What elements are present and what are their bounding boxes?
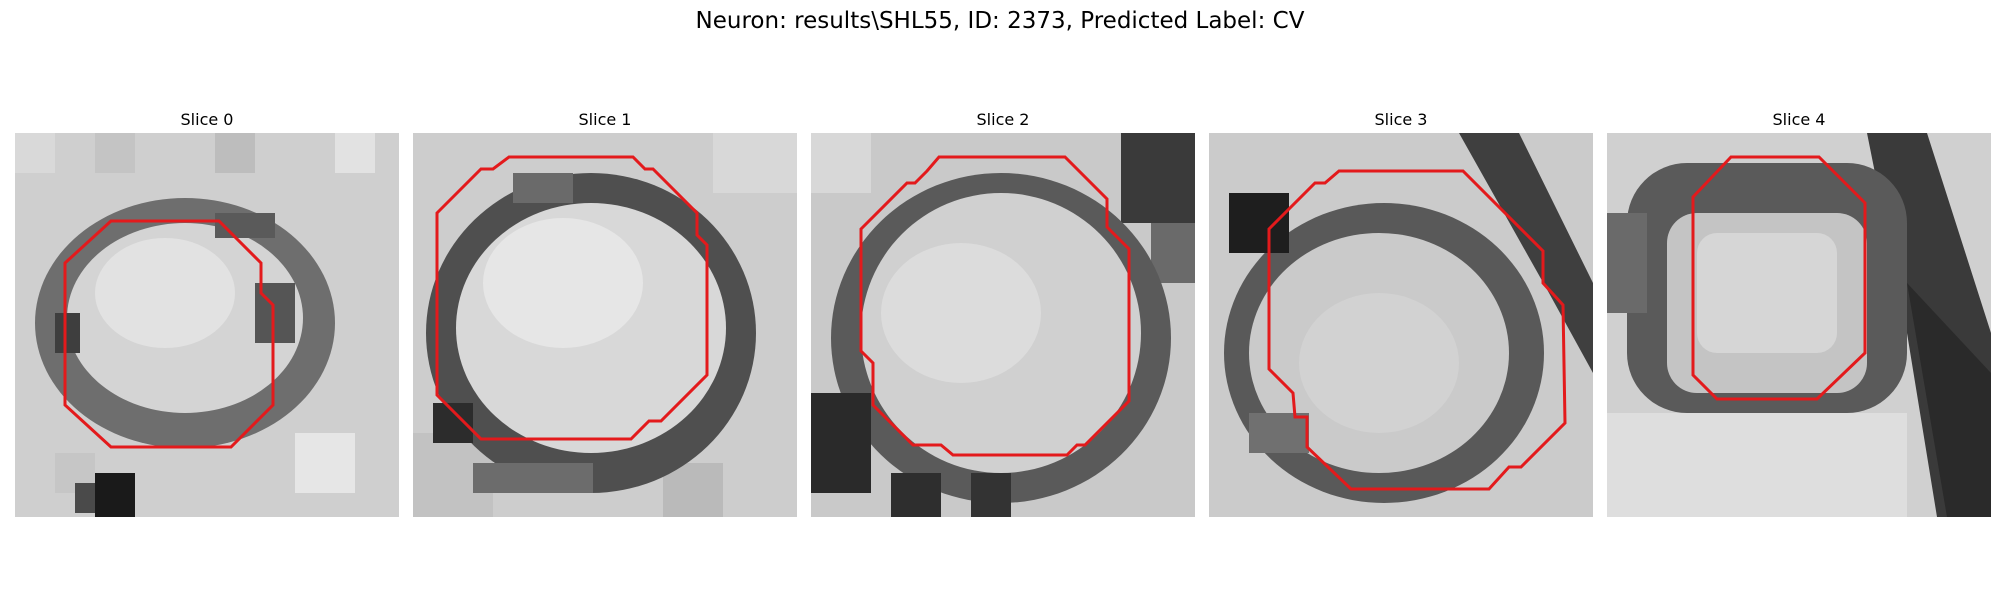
slice-image-0 xyxy=(15,133,399,517)
segmentation-outline-4 xyxy=(1691,155,1867,401)
segmentation-outline-1 xyxy=(435,155,709,441)
slice-image-svg-1 xyxy=(413,133,797,517)
slice-image-svg-4 xyxy=(1607,133,1991,517)
segmentation-outline-2 xyxy=(859,155,1131,457)
slice-image-1 xyxy=(413,133,797,517)
slice-title-1: Slice 1 xyxy=(578,110,632,129)
segmentation-outline-3 xyxy=(1267,169,1567,491)
segmentation-outline-0 xyxy=(63,219,275,449)
figure-title: Neuron: results\SHL55, ID: 2373, Predict… xyxy=(695,8,1305,34)
slice-image-svg-3 xyxy=(1209,133,1593,517)
slice-title-2: Slice 2 xyxy=(976,110,1030,129)
slice-title-3: Slice 3 xyxy=(1374,110,1428,129)
slice-image-4 xyxy=(1607,133,1991,517)
slice-image-2 xyxy=(811,133,1195,517)
slice-image-3 xyxy=(1209,133,1593,517)
slice-image-svg-2 xyxy=(811,133,1195,517)
slice-title-4: Slice 4 xyxy=(1772,110,1826,129)
slice-image-svg-0 xyxy=(15,133,399,517)
slice-title-0: Slice 0 xyxy=(180,110,234,129)
